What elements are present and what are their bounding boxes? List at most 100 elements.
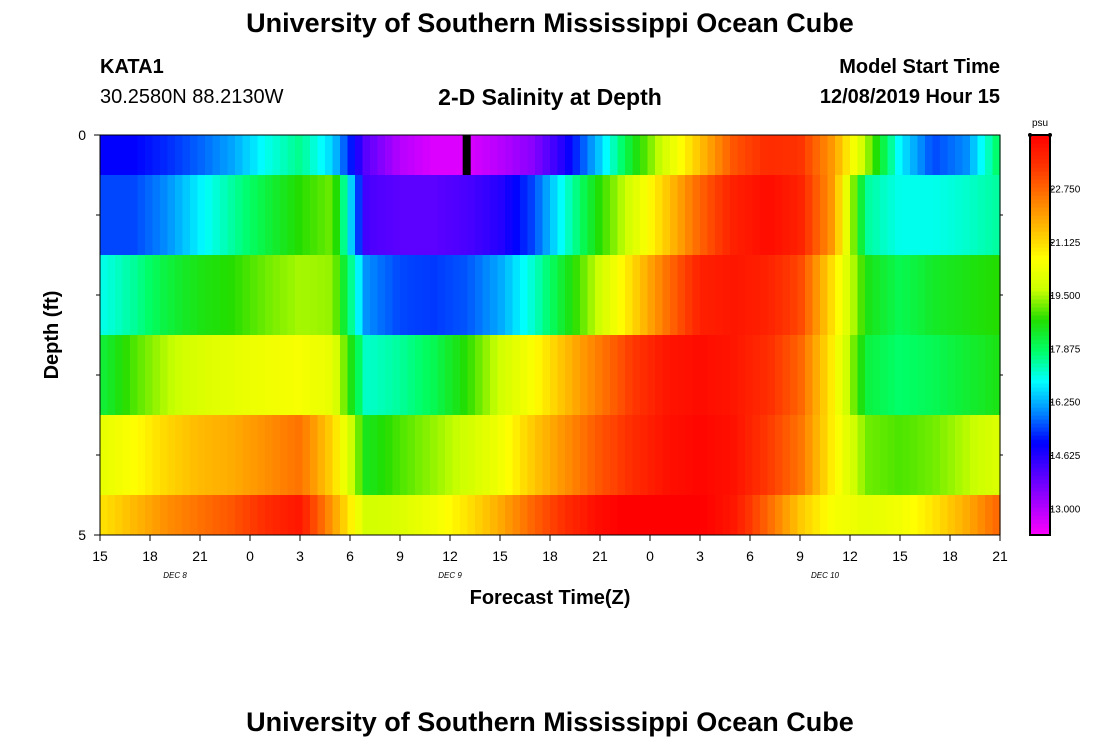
heatmap-cell <box>115 495 124 535</box>
heatmap-cell <box>235 255 244 335</box>
heatmap-cell <box>520 135 529 175</box>
heatmap-cell <box>662 495 671 535</box>
colorbar-segment <box>1030 287 1050 292</box>
colorbar-segment <box>1030 511 1050 516</box>
heatmap-cell <box>362 175 371 255</box>
heatmap-cell <box>392 495 401 535</box>
heatmap-cell <box>325 255 334 335</box>
colorbar-tick-label: 17.875 <box>1050 344 1081 355</box>
colorbar-segment <box>1030 147 1050 152</box>
heatmap-cell <box>827 255 836 335</box>
heatmap-cell <box>895 175 904 255</box>
heatmap-cell <box>797 495 806 535</box>
heatmap-cell <box>835 255 844 335</box>
heatmap-cell <box>160 415 169 495</box>
heatmap-cell <box>572 415 581 495</box>
heatmap-cell <box>970 335 979 415</box>
heatmap-cell <box>880 335 889 415</box>
heatmap-cell <box>970 495 979 535</box>
heatmap-cell <box>745 415 754 495</box>
heatmap-cell <box>677 175 686 255</box>
colorbar-segment <box>1030 223 1050 228</box>
marker-layer <box>462 135 471 175</box>
heatmap-cell <box>685 175 694 255</box>
heatmap-cell <box>595 335 604 415</box>
heatmap-cell <box>752 495 761 535</box>
heatmap-cell <box>527 335 536 415</box>
heatmap-cell <box>415 135 424 175</box>
heatmap-cell <box>272 335 281 415</box>
heatmap-cell <box>835 135 844 175</box>
colorbar-segment <box>1030 383 1050 388</box>
heatmap-cell <box>467 415 476 495</box>
heatmap-cell <box>550 135 559 175</box>
heatmap-cell <box>760 135 769 175</box>
heatmap-cell <box>835 175 844 255</box>
heatmap-cell <box>775 175 784 255</box>
heatmap-cell <box>490 175 499 255</box>
heatmap-cell <box>760 255 769 335</box>
heatmap-cell <box>482 415 491 495</box>
heatmap-cell <box>887 335 896 415</box>
colorbar-segment <box>1030 351 1050 356</box>
heatmap-cell <box>437 415 446 495</box>
heatmap-cell <box>835 415 844 495</box>
heatmap-cell <box>940 175 949 255</box>
heatmap-cell <box>272 495 281 535</box>
heatmap-cell <box>460 255 469 335</box>
heatmap-cell <box>887 255 896 335</box>
heatmap-cell <box>557 415 566 495</box>
heatmap-cell <box>392 255 401 335</box>
heatmap-cell <box>625 175 634 255</box>
heatmap-cell <box>767 335 776 415</box>
colorbar-segment <box>1030 323 1050 328</box>
heatmap-cell <box>370 495 379 535</box>
heatmap-cell <box>902 495 911 535</box>
heatmap-cell <box>655 255 664 335</box>
heatmap-cell <box>925 175 934 255</box>
heatmap-cell <box>670 135 679 175</box>
heatmap-cell <box>902 335 911 415</box>
colorbar-segment <box>1030 403 1050 408</box>
colorbar-segment <box>1030 319 1050 324</box>
heatmap-cell <box>317 135 326 175</box>
heatmap-cell <box>557 135 566 175</box>
heatmap-cell <box>925 335 934 415</box>
heatmap-cell <box>467 175 476 255</box>
colorbar-segment <box>1030 415 1050 420</box>
chart-title: University of Southern Mississippi Ocean… <box>246 8 854 38</box>
station-id: KATA1 <box>100 56 164 78</box>
heatmap-cell <box>970 255 979 335</box>
heatmap-cell <box>572 175 581 255</box>
heatmap-cell <box>287 255 296 335</box>
heatmap-cell <box>317 495 326 535</box>
heatmap-cell <box>167 135 176 175</box>
heatmap-cell <box>265 255 274 335</box>
colorbar-segment <box>1030 375 1050 380</box>
heatmap-cell <box>580 335 589 415</box>
heatmap-cell <box>602 415 611 495</box>
heatmap-cell <box>197 415 206 495</box>
heatmap-cell <box>415 175 424 255</box>
heatmap-cell <box>542 415 551 495</box>
heatmap-cell <box>610 175 619 255</box>
heatmap-cell <box>302 335 311 415</box>
colorbar-segment <box>1030 247 1050 252</box>
heatmap-cell <box>715 335 724 415</box>
heatmap-cell <box>415 255 424 335</box>
heatmap-cell <box>107 135 116 175</box>
heatmap-cell <box>737 255 746 335</box>
heatmap-cell <box>145 255 154 335</box>
heatmap-cell <box>610 495 619 535</box>
colorbar-segment <box>1030 199 1050 204</box>
heatmap-cell <box>955 495 964 535</box>
heatmap-cell <box>317 255 326 335</box>
heatmap-cell <box>767 175 776 255</box>
heatmap-cell <box>250 135 259 175</box>
heatmap-cell <box>325 335 334 415</box>
heatmap-cell <box>865 135 874 175</box>
heatmap-cell <box>325 415 334 495</box>
heatmap-cell <box>805 335 814 415</box>
heatmap-cell <box>490 135 499 175</box>
heatmap-cell <box>167 495 176 535</box>
